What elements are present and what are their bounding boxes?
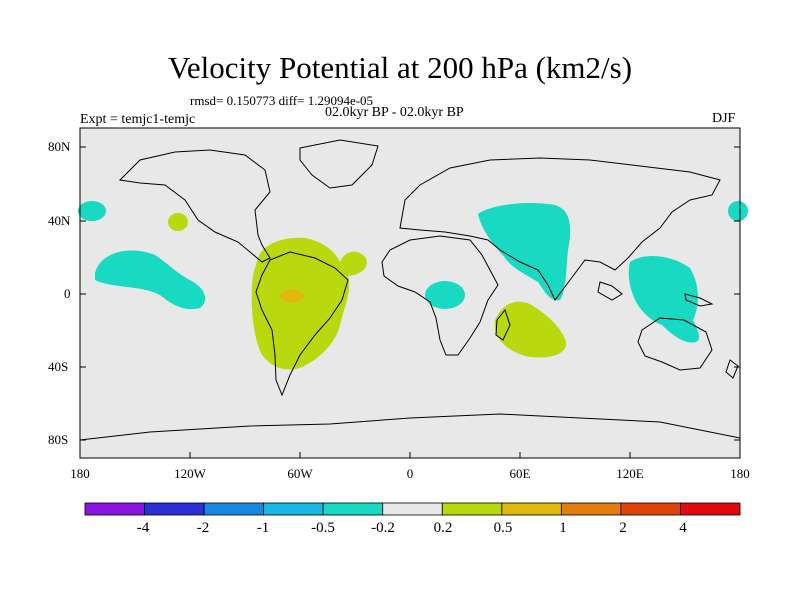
season-label: DJF bbox=[712, 111, 736, 126]
lat-label-80n: 80N bbox=[48, 139, 71, 154]
colorbar-segment bbox=[680, 502, 741, 516]
lon-label-60e: 60E bbox=[509, 466, 531, 481]
region-neg-dateline-east bbox=[728, 201, 748, 221]
experiment-label: Expt = temjc1-temjc bbox=[80, 112, 196, 127]
colorbar-segment bbox=[501, 502, 562, 516]
coast-antarctica bbox=[79, 413, 741, 441]
coast-new-zealand bbox=[725, 359, 739, 379]
colorbar-segment bbox=[322, 502, 384, 516]
colorbar-label: -4 bbox=[136, 520, 150, 536]
lat-label-40n: 40N bbox=[48, 213, 71, 228]
coast-eurasia bbox=[399, 157, 721, 301]
region-pos-amazon-peak bbox=[280, 289, 304, 303]
lon-label-180e: 180 bbox=[730, 466, 750, 481]
region-pos-indian-ocean bbox=[494, 301, 567, 358]
lat-label-40s: 40S bbox=[48, 359, 69, 374]
region-neg-dateline-west bbox=[78, 201, 106, 221]
region-neg-maritime-continent bbox=[628, 256, 700, 343]
colorbar-segment bbox=[203, 502, 265, 516]
axis-ticks bbox=[79, 146, 741, 458]
lon-label-60w: 60W bbox=[287, 466, 313, 481]
colorbar-segment bbox=[441, 502, 503, 516]
colorbar-segment bbox=[263, 502, 324, 516]
colorbar-segment bbox=[620, 502, 681, 516]
colorbar-label: -1 bbox=[256, 520, 270, 536]
colorbar-label: -2 bbox=[196, 520, 210, 536]
region-neg-east-pacific bbox=[95, 250, 206, 310]
map-title: Velocity Potential at 200 hPa (km2/s) bbox=[167, 50, 633, 85]
stats-subtitle: rmsd= 0.150773 diff= 1.29094e-05 bbox=[190, 93, 374, 108]
period-subtitle: 02.0kyr BP - 02.0kyr BP bbox=[325, 105, 464, 120]
coast-borneo-sumatra bbox=[597, 281, 623, 301]
coastlines bbox=[79, 139, 741, 441]
coast-greenland bbox=[299, 139, 379, 189]
coast-north-america bbox=[118, 149, 271, 263]
coast-africa bbox=[381, 235, 499, 356]
colorbar bbox=[84, 502, 741, 516]
colorbar-segment bbox=[560, 502, 622, 516]
coast-new-guinea bbox=[684, 293, 714, 307]
colorbar-segment bbox=[84, 502, 145, 516]
region-neg-west-africa bbox=[425, 281, 465, 309]
colorbar-segment bbox=[382, 502, 443, 516]
colorbar-label: 0.5 bbox=[493, 520, 513, 536]
colorbar-label: -0.2 bbox=[371, 520, 395, 536]
lat-label-eq: 0 bbox=[64, 286, 71, 301]
coast-australia bbox=[637, 317, 713, 371]
lat-label-80s: 80S bbox=[48, 432, 69, 447]
colorbar-label: -0.5 bbox=[311, 520, 335, 536]
colorbar-label: 2 bbox=[619, 520, 627, 536]
region-pos-north-pacific bbox=[168, 213, 188, 231]
lon-label-0: 0 bbox=[406, 466, 414, 481]
coast-south-america bbox=[255, 251, 349, 397]
region-neg-asia bbox=[478, 203, 571, 301]
lon-label-120w: 120W bbox=[174, 466, 206, 481]
lon-label-120e: 120E bbox=[616, 466, 644, 481]
colorbar-segment bbox=[144, 502, 205, 516]
lon-label-180w: 180 bbox=[70, 466, 90, 481]
colorbar-label: 0.2 bbox=[433, 520, 453, 536]
colorbar-label: 1 bbox=[559, 520, 567, 536]
coast-madagascar bbox=[495, 308, 511, 341]
colorbar-label: 4 bbox=[679, 520, 687, 536]
